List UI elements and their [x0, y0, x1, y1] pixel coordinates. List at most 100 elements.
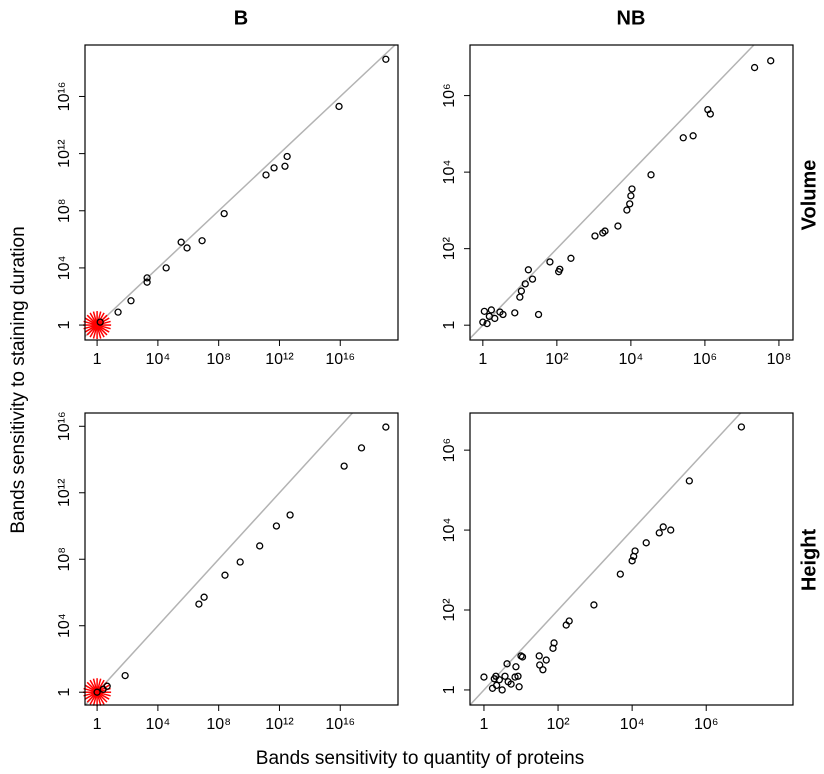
y-tick-label: 1 [56, 321, 73, 330]
point [524, 266, 533, 274]
y-tick-label: 1 [441, 321, 458, 330]
point [667, 526, 675, 534]
x-tick-label: 10⁴ [146, 716, 171, 733]
point [96, 318, 104, 326]
y-tick-label: 10⁴ [441, 160, 458, 185]
point [616, 570, 624, 578]
x-tick-label: 10⁸ [206, 716, 231, 733]
identity-line [469, 44, 755, 339]
point [515, 683, 523, 691]
point [659, 523, 667, 531]
point [550, 639, 558, 647]
x-tick-label: 10⁴ [146, 351, 171, 368]
y-tick-label: 10¹² [56, 139, 73, 168]
point [679, 134, 687, 142]
point [221, 571, 229, 579]
point [655, 529, 663, 537]
point [590, 601, 598, 609]
row-title: Volume [798, 160, 820, 231]
point [539, 666, 547, 674]
x-tick-label: 10⁶ [693, 351, 717, 368]
point [183, 244, 191, 252]
x-tick-label: 10⁶ [694, 716, 718, 733]
x-tick-label: 10² [545, 351, 569, 368]
x-tick-label: 10¹⁶ [325, 351, 355, 368]
y-tick-label: 10⁴ [56, 613, 73, 638]
point [491, 314, 499, 323]
point [507, 680, 515, 688]
y-tick-label: 10² [441, 598, 458, 622]
point [601, 227, 609, 235]
point [567, 254, 575, 262]
point [479, 318, 487, 326]
point [483, 319, 491, 328]
x-tick-label: 10⁸ [767, 351, 792, 368]
point [480, 673, 488, 681]
point [689, 132, 697, 140]
point [127, 297, 135, 305]
point [642, 539, 650, 547]
highlight-burst [83, 311, 112, 340]
x-tick-label: 10¹² [265, 351, 294, 368]
point [750, 63, 759, 72]
point [503, 660, 511, 668]
point [627, 192, 635, 200]
point [177, 238, 185, 246]
identity-line [84, 44, 396, 337]
y-tick-label: 10⁴ [441, 518, 458, 543]
point [628, 185, 636, 193]
point [492, 681, 501, 690]
y-tick-label: 10¹⁶ [56, 82, 73, 112]
x-tick-label: 1 [93, 716, 102, 733]
x-tick-label: 10⁸ [206, 351, 231, 368]
point [498, 686, 506, 694]
point [198, 237, 206, 245]
point [542, 656, 550, 664]
point [200, 593, 208, 601]
point [480, 307, 489, 315]
y-tick-label: 10¹² [56, 478, 73, 507]
point [516, 293, 524, 301]
identity-line [84, 412, 353, 706]
y-tick-label: 10⁸ [56, 547, 73, 572]
y-tick-label: 1 [441, 685, 458, 694]
point [220, 209, 228, 218]
point [528, 275, 537, 283]
highlight-burst [83, 678, 112, 707]
point [256, 542, 264, 550]
point [706, 110, 714, 118]
x-axis-label: Bands sensitivity to quantity of protein… [256, 748, 584, 769]
x-tick-label: 1 [480, 716, 489, 733]
point [511, 309, 519, 317]
point [631, 547, 639, 555]
y-axis-label: Bands sensitivity to staining duration [8, 226, 29, 533]
point [286, 511, 294, 519]
point [626, 200, 634, 208]
point [535, 652, 543, 660]
point [195, 600, 203, 608]
point [501, 672, 509, 680]
point [518, 653, 527, 661]
plot-frame [469, 412, 794, 706]
point [143, 274, 151, 282]
x-tick-label: 1 [93, 351, 102, 368]
y-tick-label: 10⁶ [441, 83, 458, 107]
y-tick-label: 10⁶ [441, 438, 458, 462]
row-title: Height [798, 529, 820, 592]
y-tick-label: 10¹⁶ [56, 411, 73, 441]
point [628, 557, 636, 565]
y-tick-label: 10⁸ [56, 198, 73, 223]
point [591, 232, 599, 240]
point [270, 164, 278, 172]
point [143, 278, 151, 286]
x-tick-label: 10⁴ [619, 351, 644, 368]
point [335, 102, 343, 111]
y-tick-label: 10⁴ [56, 255, 73, 280]
point [382, 423, 390, 431]
point [517, 287, 526, 295]
point [614, 222, 622, 230]
point [495, 676, 503, 684]
point [512, 663, 520, 671]
identity-line [469, 412, 742, 706]
point [162, 264, 170, 272]
